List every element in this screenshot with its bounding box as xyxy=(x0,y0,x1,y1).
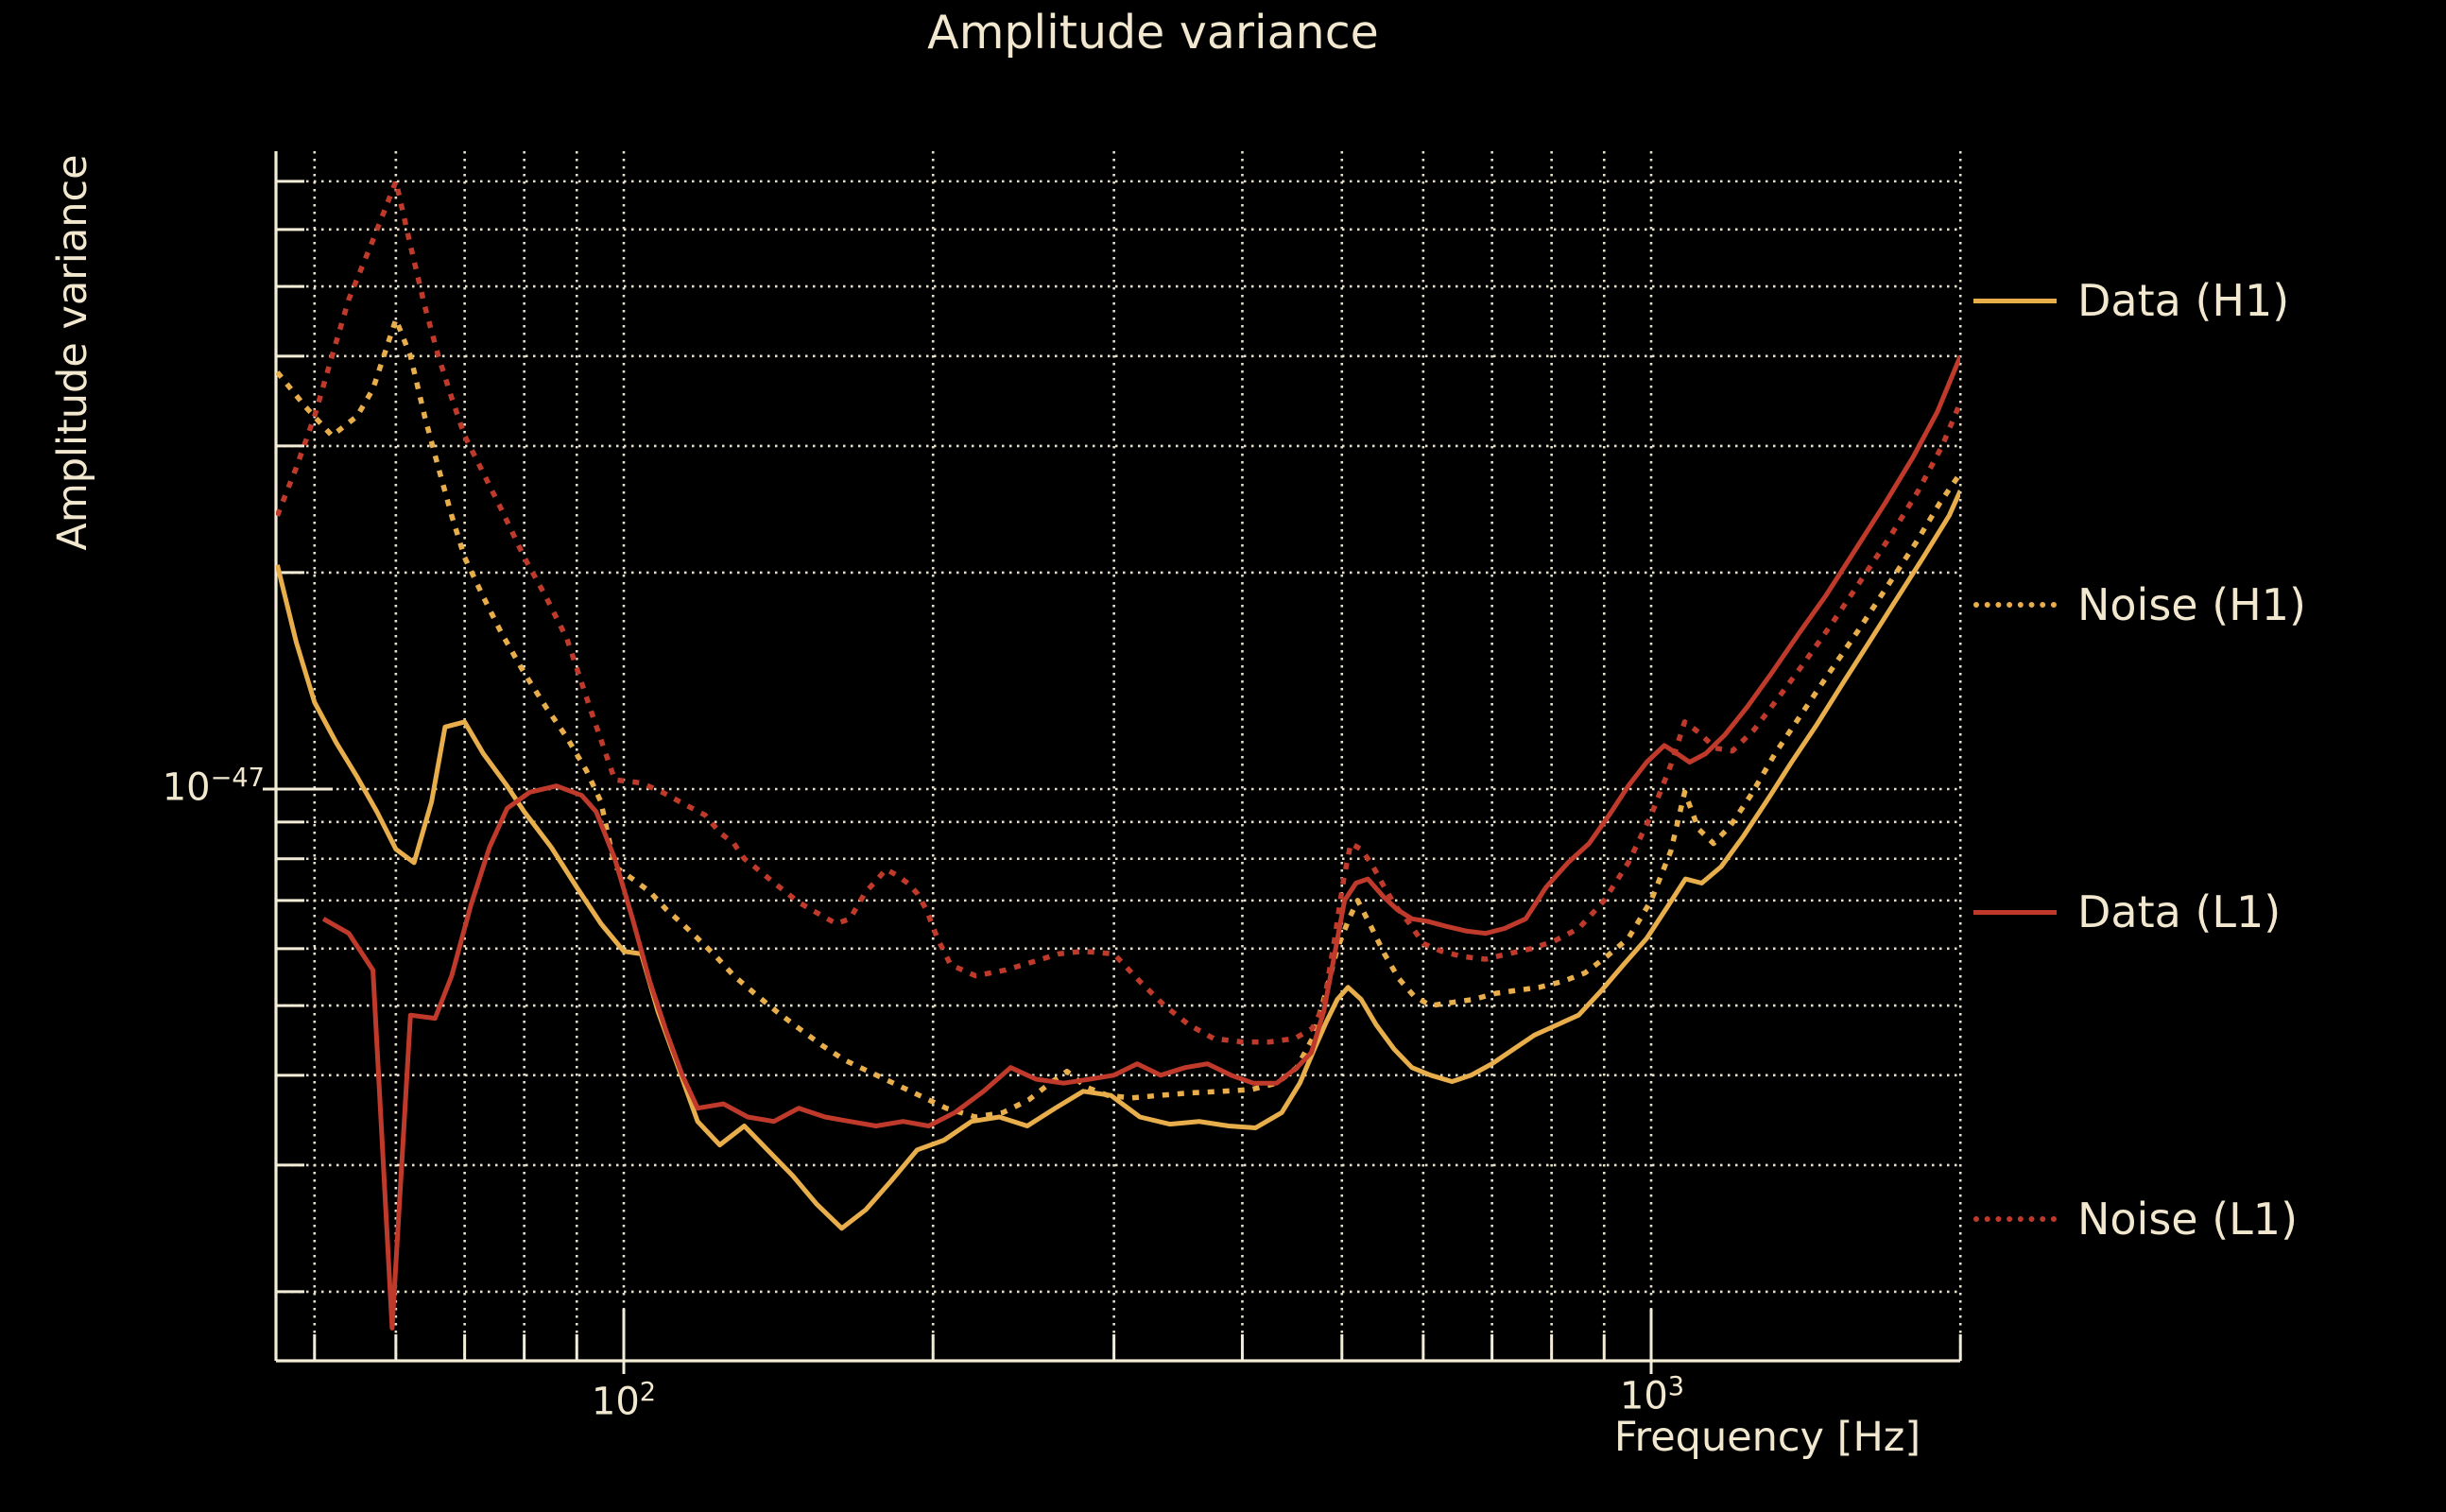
curve-data-h1- xyxy=(276,490,1960,1231)
legend-line-sample-noise-h1 xyxy=(1973,602,2057,608)
legend-item-noise-h1: Noise (H1) xyxy=(1973,576,2306,633)
legend-item-noise-l1: Noise (L1) xyxy=(1973,1191,2298,1247)
legend-label-noise-h1: Noise (H1) xyxy=(2077,579,2306,630)
series-group xyxy=(276,179,1960,1331)
axis-spines xyxy=(274,151,1960,1363)
legend-line-sample-noise-l1 xyxy=(1973,1216,2057,1222)
x-tick-label-100: 102 xyxy=(591,1378,657,1424)
legend-label-data-h1: Data (H1) xyxy=(2077,275,2290,326)
y-axis-label: Amplitude variance xyxy=(49,154,96,551)
legend-item-data-h1: Data (H1) xyxy=(1973,272,2289,329)
x-axis-label: Frequency [Hz] xyxy=(1613,1414,1921,1461)
legend-item-data-l1: Data (L1) xyxy=(1973,884,2281,940)
chart-title: Amplitude variance xyxy=(927,6,1379,60)
legend-line-sample-data-l1 xyxy=(1973,909,2057,915)
x-tick-label-1000: 103 xyxy=(1619,1372,1685,1418)
y-tick-label-1e-47: 10−47 xyxy=(162,764,265,810)
legend-line-sample-data-h1 xyxy=(1973,298,2057,303)
gridlines xyxy=(276,151,1962,1361)
legend-label-noise-l1: Noise (L1) xyxy=(2077,1194,2299,1245)
legend-label-data-l1: Data (L1) xyxy=(2077,886,2282,937)
curve-noise-l1- xyxy=(276,179,1960,1045)
curve-noise-h1- xyxy=(276,317,1960,1120)
curve-data-l1- xyxy=(321,354,1960,1331)
axis-ticks xyxy=(263,180,1962,1374)
